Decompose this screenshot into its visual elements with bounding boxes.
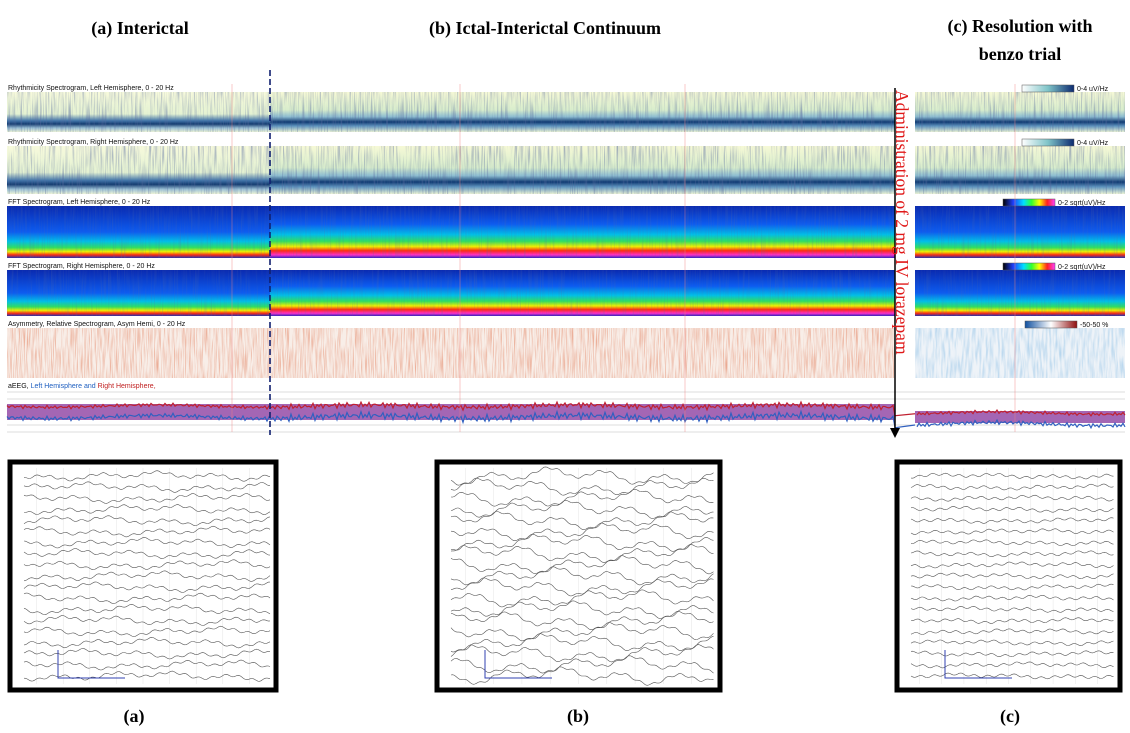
color-scale (1025, 321, 1077, 328)
spectrogram-texture (915, 206, 1125, 258)
spectrogram-texture (270, 146, 895, 194)
spectrogram-texture (7, 92, 270, 132)
figure-canvas: Rhythmicity Spectrogram, Left Hemisphere… (0, 0, 1130, 733)
color-scale (1003, 199, 1055, 206)
color-scale (1003, 263, 1055, 270)
spectrogram-texture (7, 146, 270, 194)
arrow-head (890, 428, 900, 438)
panel-title: (c) Resolution with benzo trial (930, 12, 1110, 68)
spectrogram-strips: Rhythmicity Spectrogram, Left Hemisphere… (7, 70, 1125, 435)
spectrogram-texture (270, 270, 895, 316)
scale-label: 0-4 uV/Hz (1077, 86, 1109, 93)
spectrogram-texture (915, 92, 1125, 132)
scale-label: 0-2 sqrt(uV)/Hz (1058, 200, 1106, 207)
spectrogram-texture (270, 92, 895, 132)
scale-label: 0-4 uV/Hz (1077, 140, 1109, 147)
scale-label: -50-50 % (1080, 322, 1108, 329)
spectrogram-texture (7, 270, 270, 316)
panel-label: FFT Spectrogram, Right Hemisphere, 0 - 2… (8, 263, 155, 270)
annotation: Administration of 2 mg IV lorazepam (892, 90, 912, 355)
panel-title: (a) Interictal (40, 14, 240, 42)
figure: Rhythmicity Spectrogram, Left Hemisphere… (0, 0, 1130, 733)
eeg-panels (10, 462, 1120, 690)
spectrogram-texture (915, 270, 1125, 316)
color-scale (1022, 139, 1074, 146)
aeeg-label-part: aEEG, (8, 383, 29, 390)
spectrogram-texture (915, 328, 1125, 378)
aeeg-label-part: Left Hemisphere (31, 383, 82, 390)
spectrogram-texture (7, 328, 270, 378)
aeeg-label-part: Right Hemisphere, (98, 383, 156, 390)
panel-label: Rhythmicity Spectrogram, Left Hemisphere… (8, 85, 174, 92)
color-scale (1022, 85, 1074, 92)
spectrogram-texture (915, 146, 1125, 194)
caption: (b) (567, 706, 589, 727)
caption: (a) (124, 706, 145, 727)
scale-label: 0-2 sqrt(uV)/Hz (1058, 264, 1106, 271)
aeeg-label-part: and (84, 383, 96, 390)
spectrogram-texture (7, 206, 270, 258)
caption: (c) (1000, 706, 1020, 727)
spectrogram-texture (270, 206, 895, 258)
panel-label: Rhythmicity Spectrogram, Right Hemispher… (8, 139, 179, 146)
panel-label: FFT Spectrogram, Left Hemisphere, 0 - 20… (8, 199, 151, 206)
spectrogram-texture (270, 328, 895, 378)
panel-label: Asymmetry, Relative Spectrogram, Asym He… (8, 321, 186, 328)
panel-title: (b) Ictal-Interictal Continuum (370, 14, 720, 42)
